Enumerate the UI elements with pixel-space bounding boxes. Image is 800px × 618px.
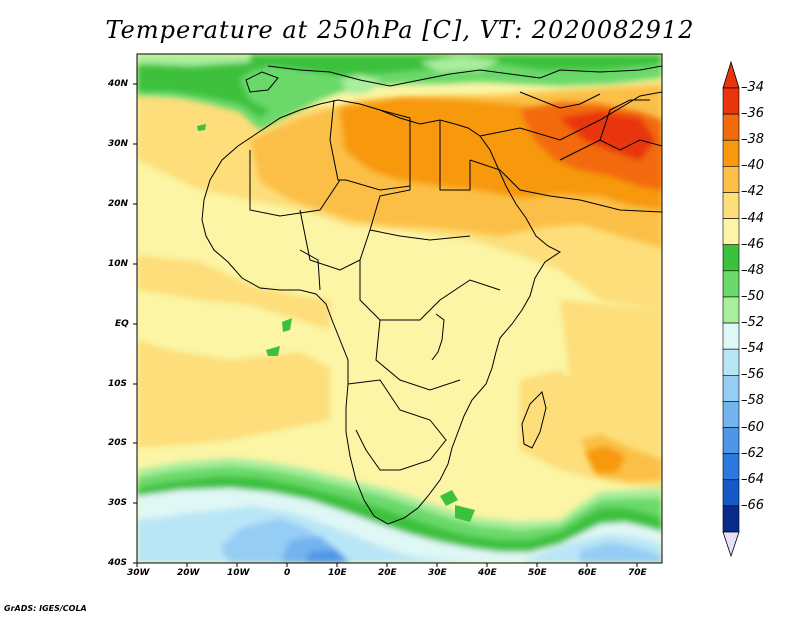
colorbar-swatch [722, 166, 740, 193]
axis-ticks [133, 83, 638, 567]
colorbar-swatch [722, 113, 740, 141]
colorbar-swatch [722, 322, 740, 350]
colorbar-label: –60 [741, 419, 765, 435]
x-tick-label: 30W [127, 568, 150, 578]
x-tick-label: 20W [177, 568, 200, 578]
colorbar [722, 60, 740, 558]
colorbar-label: –40 [741, 158, 765, 174]
colorbar-swatch [722, 139, 740, 167]
colorbar-label: –56 [741, 367, 765, 383]
y-tick-label: 40N [108, 79, 129, 89]
colorbar-swatch [722, 374, 740, 402]
colorbar-label: –64 [741, 471, 765, 487]
x-tick-label: 0 [284, 568, 291, 578]
x-tick-label: 60E [578, 568, 597, 578]
x-tick-label: 10W [227, 568, 250, 578]
temperature-field [137, 54, 662, 563]
y-tick-label: 40S [108, 558, 128, 568]
x-tick-label: 40E [478, 568, 497, 578]
colorbar-swatch [722, 401, 740, 428]
y-tick-label: 10S [108, 379, 128, 389]
map-title: Temperature at 250hPa [C], VT: 202008291… [105, 16, 695, 44]
colorbar-label: –44 [741, 210, 765, 226]
x-tick-label: 30E [428, 568, 447, 578]
colorbar-label: –38 [741, 132, 765, 148]
colorbar-label: –34 [741, 80, 765, 95]
y-tick-label: 20S [108, 438, 128, 448]
y-tick-label: 30S [108, 498, 128, 508]
y-tick-label: 10N [108, 259, 129, 269]
credit-text: GrADS: IGES/COLA [4, 604, 87, 613]
colorbar-swatch [722, 505, 740, 533]
colorbar-label: –62 [741, 445, 765, 461]
colorbar-swatch [722, 218, 740, 246]
colorbar-swatch [722, 270, 740, 298]
colorbar-swatch [722, 479, 740, 507]
colorbar-label: –66 [741, 497, 765, 513]
coastlines [201, 65, 662, 525]
x-tick-label: 50E [528, 568, 547, 578]
colorbar-over-arrow [722, 60, 740, 89]
colorbar-label: –36 [741, 106, 765, 122]
y-tick-label: EQ [115, 319, 129, 329]
colorbar-label: –42 [741, 184, 765, 200]
y-tick-label: 30N [108, 139, 129, 149]
plot-frame [136, 53, 663, 564]
colorbar-swatch [722, 348, 740, 376]
colorbar-label: –48 [741, 262, 765, 278]
x-tick-label: 10E [328, 568, 347, 578]
colorbar-label: –46 [741, 236, 765, 252]
y-tick-label: 20N [108, 199, 129, 209]
colorbar-swatch [722, 244, 740, 272]
colorbar-swatch [722, 87, 740, 115]
colorbar-swatch [722, 296, 740, 324]
colorbar-label: –52 [741, 315, 765, 331]
x-tick-label: 70E [628, 568, 647, 578]
colorbar-swatch [722, 192, 740, 219]
colorbar-label: –58 [741, 393, 765, 409]
colorbar-label: –50 [741, 288, 765, 304]
colorbar-swatch [722, 453, 740, 481]
colorbar-under-arrow [722, 531, 740, 558]
colorbar-label: –54 [741, 341, 765, 357]
colorbar-swatch [722, 427, 740, 454]
x-tick-label: 20E [378, 568, 397, 578]
